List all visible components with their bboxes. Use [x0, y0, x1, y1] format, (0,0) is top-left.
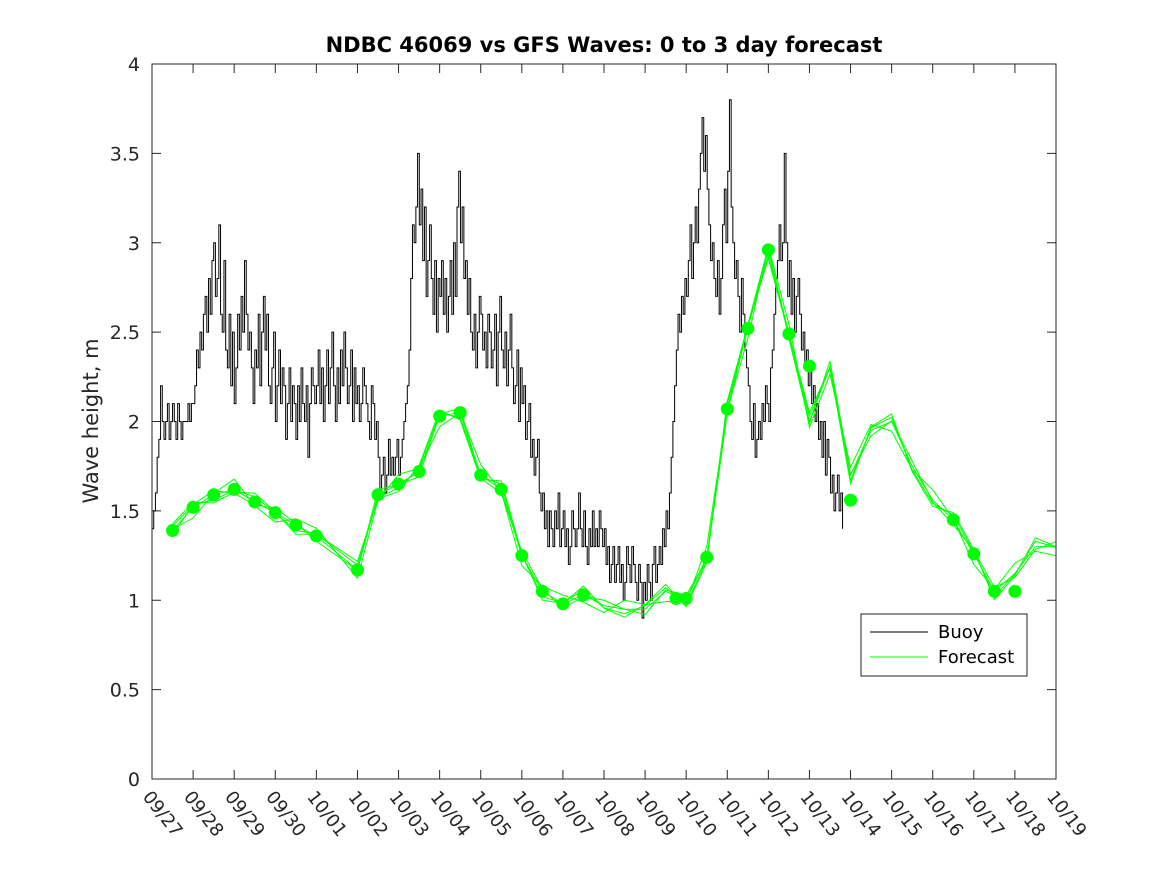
y-tick-label: 2.5 — [110, 322, 140, 344]
forecast-point — [453, 406, 467, 420]
y-tick-label: 0 — [128, 769, 140, 791]
y-tick-label: 2 — [128, 412, 140, 434]
y-axis: 0 0.5 1 1.5 2 2.5 3 3.5 4 — [110, 54, 1056, 791]
forecast-point — [207, 488, 221, 502]
forecast-point — [392, 477, 406, 491]
forecast-point — [268, 506, 282, 520]
forecast-point — [946, 513, 960, 527]
forecast-point — [556, 597, 570, 611]
forecast-point — [412, 465, 426, 479]
forecast-point — [802, 359, 816, 373]
y-tick-label: 0.5 — [110, 680, 140, 702]
forecast-point — [309, 529, 323, 543]
forecast-point — [515, 549, 529, 563]
forecast-point — [844, 493, 858, 507]
forecast-point — [248, 495, 262, 509]
forecast-point — [227, 482, 241, 496]
y-tick-label: 3 — [128, 233, 140, 255]
buoy-series-line — [152, 99, 844, 619]
forecast-point — [474, 468, 488, 482]
forecast-point — [720, 402, 734, 416]
forecast-point — [782, 327, 796, 341]
legend-buoy-label: Buoy — [938, 622, 984, 643]
y-tick-label: 1.5 — [110, 501, 140, 523]
y-axis-label: Wave height, m — [79, 338, 103, 503]
legend-forecast-label: Forecast — [938, 647, 1014, 668]
plot-area-frame — [151, 63, 1057, 780]
forecast-point — [967, 547, 981, 561]
forecast-point — [350, 563, 364, 577]
forecast-point — [166, 524, 180, 538]
forecast-point — [494, 482, 508, 496]
forecast-point — [1008, 584, 1022, 598]
forecast-point — [186, 500, 200, 514]
forecast-point — [289, 518, 303, 532]
forecast-point — [371, 488, 385, 502]
y-tick-label: 4 — [128, 54, 140, 76]
forecast-series-line — [172, 246, 1056, 614]
plot-series — [152, 99, 1056, 619]
forecast-point — [669, 591, 683, 605]
forecast-point — [433, 409, 447, 423]
chart-title: NDBC 46069 vs GFS Waves: 0 to 3 day fore… — [326, 33, 883, 57]
legend: Buoy Forecast — [860, 613, 1028, 677]
forecast-point — [679, 591, 693, 605]
legend-box — [860, 613, 1028, 677]
forecast-point — [535, 584, 549, 598]
y-tick-label: 3.5 — [110, 143, 140, 165]
forecast-point — [576, 588, 590, 602]
forecast-point — [741, 322, 755, 336]
y-tick-label: 1 — [128, 590, 140, 612]
forecast-point — [987, 584, 1001, 598]
forecast-point — [700, 550, 714, 564]
forecast-point — [761, 243, 775, 257]
